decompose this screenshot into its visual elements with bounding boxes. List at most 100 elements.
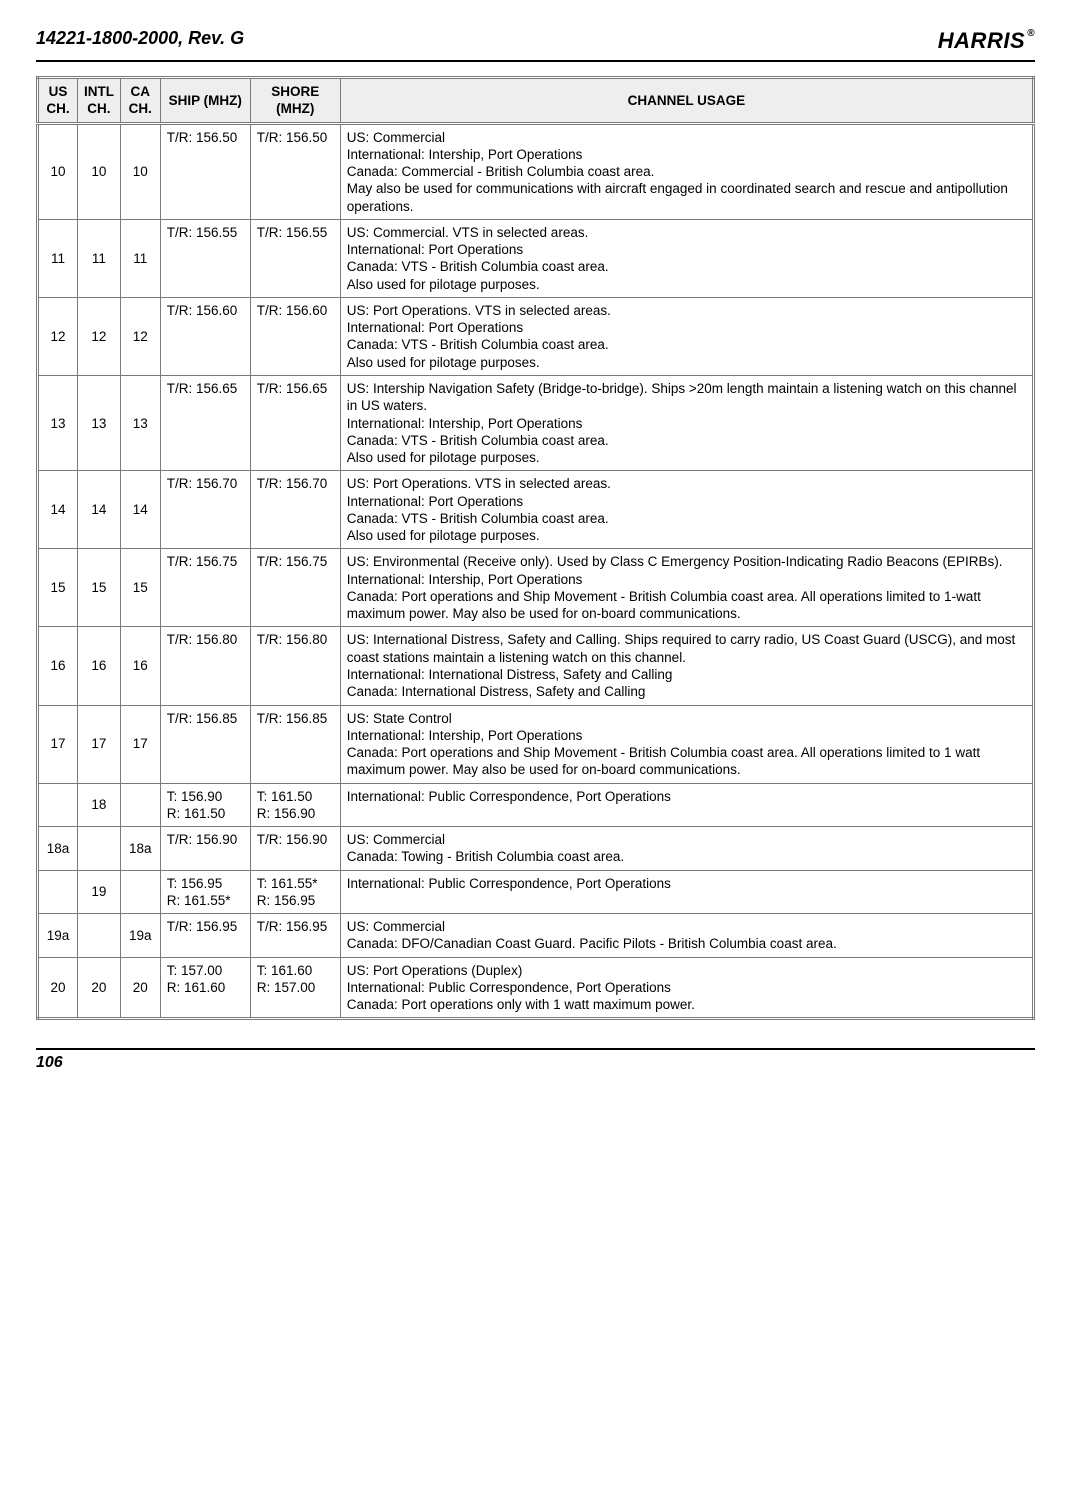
cell-us-ch: 15 <box>38 549 78 627</box>
table-row: 161616T/R: 156.80T/R: 156.80US: Internat… <box>38 627 1034 705</box>
cell-ship-mhz: T/R: 156.85 <box>160 705 250 783</box>
channel-table: US CH. INTL CH. CA CH. SHIP (MHZ) SHORE … <box>36 76 1035 1020</box>
cell-intl-ch <box>78 827 121 871</box>
cell-ship-mhz: T/R: 156.65 <box>160 375 250 470</box>
cell-ship-mhz: T/R: 156.90 <box>160 827 250 871</box>
table-row: 131313T/R: 156.65T/R: 156.65US: Intershi… <box>38 375 1034 470</box>
cell-channel-usage: US: Port Operations (Duplex)Internationa… <box>340 957 1033 1019</box>
page-header: 14221-1800-2000, Rev. G HARRIS® <box>36 28 1035 54</box>
cell-intl-ch: 20 <box>78 957 121 1019</box>
cell-ship-mhz: T/R: 156.60 <box>160 297 250 375</box>
page-number: 106 <box>36 1054 1035 1072</box>
cell-intl-ch <box>78 914 121 958</box>
table-row: 202020T: 157.00R: 161.60T: 161.60R: 157.… <box>38 957 1034 1019</box>
cell-ca-ch: 11 <box>120 219 160 297</box>
cell-intl-ch: 13 <box>78 375 121 470</box>
cell-us-ch: 16 <box>38 627 78 705</box>
cell-ca-ch <box>120 870 160 914</box>
col-header-ca: CA CH. <box>120 78 160 124</box>
cell-shore-mhz: T/R: 156.80 <box>250 627 340 705</box>
cell-channel-usage: US: Port Operations. VTS in selected are… <box>340 471 1033 549</box>
cell-channel-usage: US: International Distress, Safety and C… <box>340 627 1033 705</box>
cell-channel-usage: US: CommercialCanada: DFO/Canadian Coast… <box>340 914 1033 958</box>
col-header-ship: SHIP (MHZ) <box>160 78 250 124</box>
table-row: 19T: 156.95R: 161.55*T: 161.55*R: 156.95… <box>38 870 1034 914</box>
cell-us-ch: 14 <box>38 471 78 549</box>
cell-ship-mhz: T/R: 156.50 <box>160 123 250 219</box>
cell-ship-mhz: T: 156.90R: 161.50 <box>160 783 250 827</box>
document-id: 14221-1800-2000, Rev. G <box>36 28 244 49</box>
cell-intl-ch: 15 <box>78 549 121 627</box>
cell-ship-mhz: T: 157.00R: 161.60 <box>160 957 250 1019</box>
cell-us-ch <box>38 783 78 827</box>
table-header-row: US CH. INTL CH. CA CH. SHIP (MHZ) SHORE … <box>38 78 1034 124</box>
cell-intl-ch: 14 <box>78 471 121 549</box>
cell-channel-usage: US: Intership Navigation Safety (Bridge-… <box>340 375 1033 470</box>
cell-channel-usage: US: State ControlInternational: Intershi… <box>340 705 1033 783</box>
cell-shore-mhz: T: 161.60R: 157.00 <box>250 957 340 1019</box>
cell-shore-mhz: T/R: 156.60 <box>250 297 340 375</box>
cell-shore-mhz: T/R: 156.90 <box>250 827 340 871</box>
cell-ca-ch: 12 <box>120 297 160 375</box>
cell-shore-mhz: T/R: 156.65 <box>250 375 340 470</box>
footer-rule <box>36 1048 1035 1050</box>
cell-shore-mhz: T/R: 156.85 <box>250 705 340 783</box>
table-row: 171717T/R: 156.85T/R: 156.85US: State Co… <box>38 705 1034 783</box>
cell-ship-mhz: T/R: 156.75 <box>160 549 250 627</box>
cell-channel-usage: US: CommercialCanada: Towing - British C… <box>340 827 1033 871</box>
cell-us-ch: 17 <box>38 705 78 783</box>
cell-shore-mhz: T/R: 156.75 <box>250 549 340 627</box>
cell-ca-ch: 18a <box>120 827 160 871</box>
cell-us-ch: 18a <box>38 827 78 871</box>
cell-intl-ch: 18 <box>78 783 121 827</box>
harris-logo: HARRIS® <box>938 28 1035 54</box>
cell-ca-ch: 10 <box>120 123 160 219</box>
cell-intl-ch: 17 <box>78 705 121 783</box>
cell-intl-ch: 19 <box>78 870 121 914</box>
cell-channel-usage: International: Public Correspondence, Po… <box>340 870 1033 914</box>
cell-ship-mhz: T/R: 156.80 <box>160 627 250 705</box>
cell-ship-mhz: T: 156.95R: 161.55* <box>160 870 250 914</box>
cell-us-ch: 12 <box>38 297 78 375</box>
cell-ca-ch: 17 <box>120 705 160 783</box>
cell-ship-mhz: T/R: 156.55 <box>160 219 250 297</box>
header-rule <box>36 60 1035 62</box>
table-row: 18a18aT/R: 156.90T/R: 156.90US: Commerci… <box>38 827 1034 871</box>
registered-icon: ® <box>1027 28 1035 39</box>
cell-shore-mhz: T/R: 156.50 <box>250 123 340 219</box>
cell-intl-ch: 16 <box>78 627 121 705</box>
cell-shore-mhz: T/R: 156.95 <box>250 914 340 958</box>
cell-ca-ch: 13 <box>120 375 160 470</box>
cell-channel-usage: US: Environmental (Receive only). Used b… <box>340 549 1033 627</box>
table-row: 18 T: 156.90R: 161.50T: 161.50R: 156.90In… <box>38 783 1034 827</box>
cell-us-ch: 20 <box>38 957 78 1019</box>
cell-channel-usage: US: CommercialInternational: Intership, … <box>340 123 1033 219</box>
cell-intl-ch: 11 <box>78 219 121 297</box>
cell-us-ch: 11 <box>38 219 78 297</box>
col-header-shore: SHORE (MHZ) <box>250 78 340 124</box>
cell-us-ch: 19a <box>38 914 78 958</box>
table-row: 121212T/R: 156.60T/R: 156.60US: Port Ope… <box>38 297 1034 375</box>
col-header-intl: INTL CH. <box>78 78 121 124</box>
cell-channel-usage: US: Port Operations. VTS in selected are… <box>340 297 1033 375</box>
cell-ca-ch: 14 <box>120 471 160 549</box>
cell-ca-ch: 16 <box>120 627 160 705</box>
cell-shore-mhz: T/R: 156.70 <box>250 471 340 549</box>
table-row: 141414T/R: 156.70T/R: 156.70US: Port Ope… <box>38 471 1034 549</box>
cell-ship-mhz: T/R: 156.95 <box>160 914 250 958</box>
col-header-us: US CH. <box>38 78 78 124</box>
col-header-usage: CHANNEL USAGE <box>340 78 1033 124</box>
cell-ca-ch: 20 <box>120 957 160 1019</box>
logo-text: HARRIS <box>938 28 1025 54</box>
cell-us-ch <box>38 870 78 914</box>
cell-shore-mhz: T/R: 156.55 <box>250 219 340 297</box>
table-row: 111111T/R: 156.55T/R: 156.55US: Commerci… <box>38 219 1034 297</box>
table-row: 101010T/R: 156.50T/R: 156.50US: Commerci… <box>38 123 1034 219</box>
cell-channel-usage: US: Commercial. VTS in selected areas.In… <box>340 219 1033 297</box>
cell-ship-mhz: T/R: 156.70 <box>160 471 250 549</box>
cell-ca-ch <box>120 783 160 827</box>
cell-channel-usage: International: Public Correspondence, Po… <box>340 783 1033 827</box>
cell-shore-mhz: T: 161.50R: 156.90 <box>250 783 340 827</box>
table-row: 19a19aT/R: 156.95T/R: 156.95US: Commerci… <box>38 914 1034 958</box>
cell-intl-ch: 10 <box>78 123 121 219</box>
